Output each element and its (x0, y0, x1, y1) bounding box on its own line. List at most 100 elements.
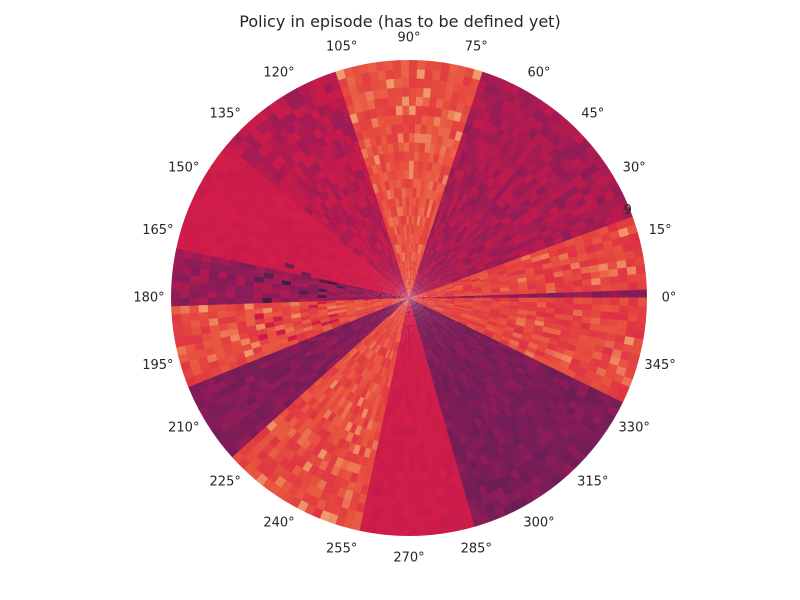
heatmap-cell (473, 295, 483, 298)
heatmap-cell (255, 356, 267, 366)
heatmap-cell (469, 275, 480, 281)
heatmap-cell (361, 109, 371, 121)
heatmap-cell (421, 470, 429, 482)
heatmap-cell (331, 264, 343, 271)
heatmap-cell (523, 172, 535, 184)
heatmap-cell (459, 202, 468, 213)
heatmap-cell (326, 292, 336, 296)
heatmap-cell (416, 272, 423, 282)
heatmap-cell (431, 238, 438, 249)
heatmap-cell (326, 432, 337, 445)
heatmap-cell (333, 261, 344, 269)
heatmap-cell (373, 431, 381, 442)
heatmap-cell (353, 292, 364, 295)
heatmap-cell (384, 198, 390, 210)
heatmap-cell (275, 403, 287, 416)
heatmap-cell (368, 448, 378, 460)
heatmap-cell (372, 343, 381, 353)
heatmap-cell (400, 298, 409, 304)
heatmap-cell (202, 246, 214, 257)
heatmap-cell (236, 267, 247, 276)
heatmap-cell (401, 291, 409, 298)
heatmap-cell (454, 299, 465, 302)
heatmap-cell (433, 346, 440, 357)
heatmap-cell (403, 298, 409, 307)
heatmap-cell (357, 386, 366, 398)
heatmap-cell (301, 346, 313, 355)
heatmap-cell (369, 352, 378, 363)
heatmap-cell (353, 200, 362, 211)
heatmap-cell (426, 303, 436, 308)
heatmap-cell (376, 345, 384, 356)
heatmap-cell (527, 301, 538, 307)
heatmap-cell (409, 298, 418, 304)
heatmap-cell (433, 281, 443, 287)
heatmap-cell (502, 352, 513, 362)
heatmap-cell (371, 295, 382, 298)
heatmap-cell (368, 274, 378, 281)
heatmap-cell (382, 304, 393, 310)
heatmap-cell (450, 367, 459, 378)
heatmap-cell (360, 367, 368, 378)
heatmap-cell (403, 289, 409, 298)
heatmap-cell (249, 384, 262, 396)
heatmap-cell (374, 253, 383, 263)
heatmap-cell (344, 401, 354, 412)
heatmap-cell (366, 277, 377, 284)
heatmap-cell (478, 248, 489, 257)
heatmap-cell (334, 68, 346, 81)
heatmap-cell (431, 312, 441, 319)
heatmap-cell (364, 283, 375, 288)
heatmap-cell (478, 391, 489, 403)
heatmap-cell (262, 302, 273, 309)
heatmap-cell (327, 513, 339, 526)
heatmap-cell (401, 398, 406, 409)
heatmap-cell (390, 255, 396, 265)
heatmap-cell (216, 310, 227, 319)
heatmap-cell (414, 305, 422, 313)
heatmap-cell (184, 343, 196, 355)
heatmap-cell (297, 357, 309, 367)
heatmap-cell (424, 235, 429, 246)
heatmap-cell (481, 411, 492, 423)
heatmap-cell (379, 134, 388, 145)
heatmap-cell (426, 288, 436, 293)
heatmap-cell (509, 304, 520, 310)
heatmap-cell (279, 206, 291, 217)
heatmap-cell (289, 392, 301, 403)
heatmap-cell (357, 219, 366, 230)
angle-tick-label: 165° (142, 223, 173, 238)
heatmap-cell (476, 370, 486, 381)
heatmap-cell (548, 173, 561, 186)
heatmap-cell (409, 389, 413, 400)
heatmap-cell (549, 189, 562, 201)
heatmap-cell (289, 179, 301, 191)
heatmap-cell (241, 368, 253, 379)
heatmap-cell (305, 332, 316, 340)
heatmap-cell (427, 295, 438, 298)
heatmap-cell (352, 170, 361, 182)
heatmap-cell (344, 286, 355, 291)
heatmap-cell (509, 290, 520, 295)
heatmap-cell (379, 336, 387, 347)
heatmap-cell (300, 403, 312, 415)
heatmap-cell (188, 358, 201, 370)
heatmap-cell (292, 365, 303, 376)
heatmap-cell (453, 307, 464, 312)
heatmap-cell (354, 304, 364, 308)
heatmap-cell (445, 337, 455, 347)
heatmap-cell (226, 272, 237, 281)
heatmap-cell (479, 379, 490, 390)
heatmap-cell (493, 467, 505, 480)
heatmap-cell (423, 78, 433, 89)
heatmap-cell (253, 351, 265, 361)
heatmap-cell (527, 341, 539, 350)
heatmap-cell (411, 260, 415, 271)
heatmap-cell (439, 70, 449, 82)
heatmap-cell (463, 258, 473, 266)
heatmap-cell (458, 350, 467, 360)
heatmap-cell (197, 298, 208, 306)
heatmap-cell (500, 294, 511, 298)
heatmap-cell (388, 105, 397, 116)
heatmap-cell (472, 437, 482, 450)
